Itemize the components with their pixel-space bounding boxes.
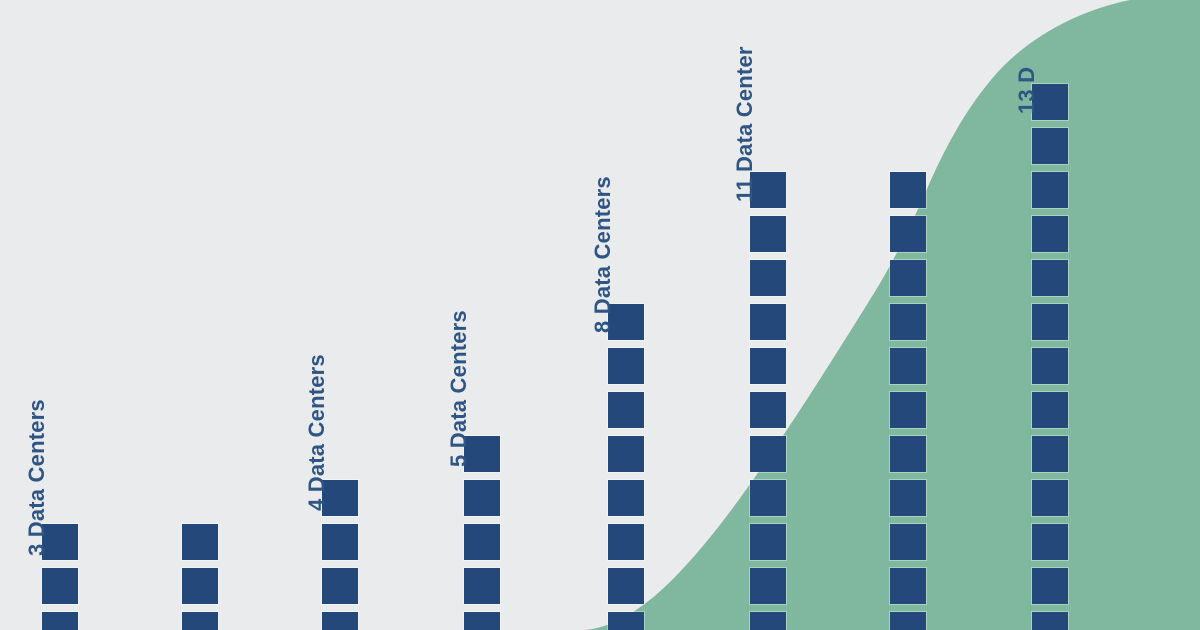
pictogram-unit-square xyxy=(889,567,927,605)
pictogram-unit-square xyxy=(749,479,787,517)
pictogram-column xyxy=(41,516,79,630)
pictogram-unit-square xyxy=(889,391,927,429)
pictogram-unit-square xyxy=(321,523,359,561)
pictogram-unit-square xyxy=(749,611,787,630)
pictogram-column xyxy=(1031,76,1069,630)
pictogram-unit-square xyxy=(463,611,501,630)
pictogram-unit-square xyxy=(889,479,927,517)
pictogram-unit-square xyxy=(181,611,219,630)
pictogram-unit-square xyxy=(607,523,645,561)
pictogram-unit-square xyxy=(1031,303,1069,341)
pictogram-unit-square xyxy=(607,479,645,517)
pictogram-unit-square xyxy=(889,523,927,561)
pictogram-unit-square xyxy=(889,171,927,209)
pictogram-unit-square xyxy=(749,523,787,561)
pictogram-unit-square xyxy=(321,567,359,605)
pictogram-unit-square xyxy=(607,611,645,630)
pictogram-unit-square xyxy=(181,567,219,605)
pictogram-unit-square xyxy=(749,303,787,341)
pictogram-unit-square xyxy=(1031,127,1069,165)
pictogram-column xyxy=(607,296,645,630)
pictogram-unit-square xyxy=(1031,215,1069,253)
pictogram-unit-square xyxy=(1031,171,1069,209)
pictogram-unit-square xyxy=(889,435,927,473)
pictogram-column xyxy=(321,472,359,630)
pictogram-unit-square xyxy=(889,259,927,297)
column-label-8-data-centers: 8 Data Centers xyxy=(590,176,615,333)
column-label-11-data-centers: 11 Data Center xyxy=(732,46,757,202)
pictogram-unit-square xyxy=(889,215,927,253)
pictogram-unit-square xyxy=(749,215,787,253)
pictogram-unit-square xyxy=(463,435,501,473)
pictogram-unit-square xyxy=(463,479,501,517)
column-label-13-data-centers: 13 D xyxy=(1014,66,1039,114)
pictogram-column xyxy=(181,516,219,630)
pictogram-unit-square xyxy=(463,567,501,605)
pictogram-unit-square xyxy=(181,523,219,561)
pictogram-unit-square xyxy=(41,611,79,630)
pictogram-unit-square xyxy=(607,435,645,473)
pictogram-unit-square xyxy=(889,347,927,385)
pictogram-unit-square xyxy=(607,347,645,385)
pictogram-unit-square xyxy=(889,303,927,341)
pictogram-unit-square xyxy=(321,611,359,630)
pictogram-unit-square xyxy=(463,523,501,561)
pictogram-unit-square xyxy=(749,259,787,297)
pictogram-column xyxy=(463,428,501,630)
column-label-5-data-centers: 5 Data Centers xyxy=(446,310,471,467)
pictogram-unit-square xyxy=(749,347,787,385)
pictogram-unit-square xyxy=(41,567,79,605)
pictogram-unit-square xyxy=(607,567,645,605)
pictogram-unit-square xyxy=(607,391,645,429)
column-label-3-data-centers: 3 Data Centers xyxy=(24,399,49,556)
pictogram-column xyxy=(889,164,927,630)
pictogram-unit-square xyxy=(1031,479,1069,517)
pictogram-unit-square xyxy=(749,567,787,605)
pictogram-column xyxy=(749,164,787,630)
pictogram-unit-square xyxy=(1031,347,1069,385)
pictogram-unit-square xyxy=(1031,391,1069,429)
pictogram-unit-square xyxy=(1031,567,1069,605)
pictogram-unit-square xyxy=(749,435,787,473)
pictogram-unit-square xyxy=(41,523,79,561)
column-label-4-data-centers: 4 Data Centers xyxy=(304,354,329,511)
pictogram-unit-square xyxy=(1031,611,1069,630)
pictogram-unit-square xyxy=(1031,523,1069,561)
pictogram-unit-square xyxy=(1031,435,1069,473)
pictogram-unit-square xyxy=(321,479,359,517)
pictogram-unit-square xyxy=(749,391,787,429)
pictogram-unit-square xyxy=(889,611,927,630)
pictogram-unit-square xyxy=(1031,259,1069,297)
